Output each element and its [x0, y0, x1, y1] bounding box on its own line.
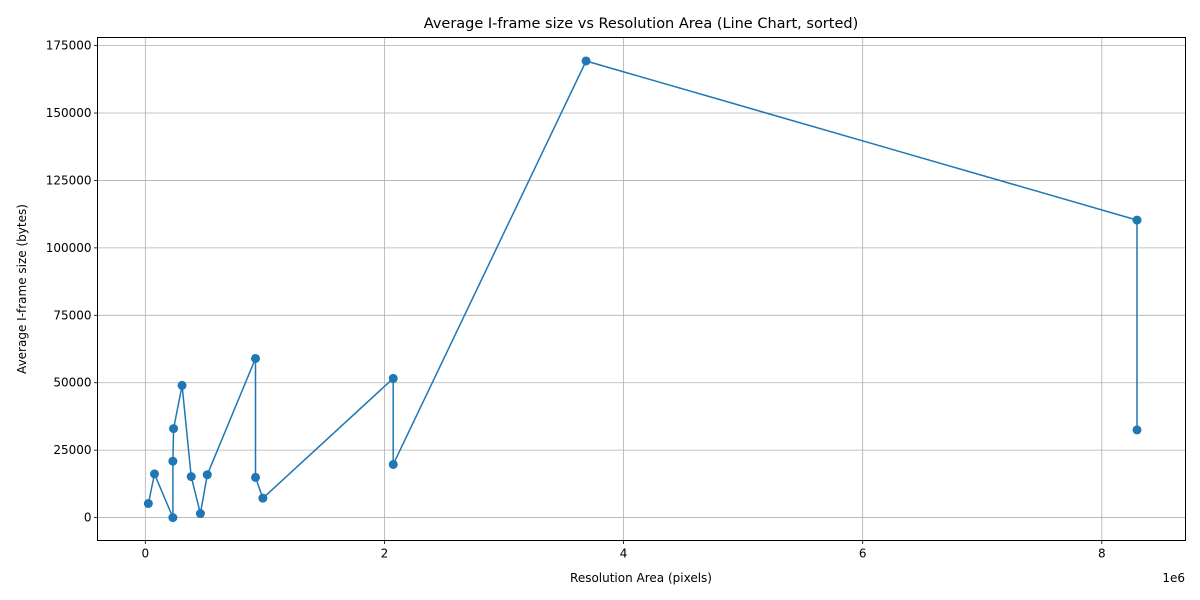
x-tick-label: 6	[859, 547, 867, 561]
data-point	[388, 373, 398, 383]
y-tick-label: 100000	[46, 241, 92, 255]
data-point	[258, 493, 268, 503]
data-point	[169, 424, 179, 434]
x-axis-label: Resolution Area (pixels)	[570, 571, 712, 585]
data-point	[388, 459, 398, 469]
x-tick-label: 0	[142, 547, 150, 561]
data-point	[168, 513, 178, 523]
data-point	[150, 469, 160, 479]
data-point	[177, 380, 187, 390]
data-point	[186, 472, 196, 482]
y-tick-label: 150000	[46, 106, 92, 120]
data-point	[143, 499, 153, 509]
plot-area-frame	[97, 37, 1186, 541]
data-point	[251, 353, 261, 363]
x-axis-offset-label: 1e6	[1162, 571, 1185, 585]
data-point	[195, 509, 205, 519]
data-series	[143, 56, 1142, 523]
data-point	[202, 470, 212, 480]
grid-lines	[97, 37, 1186, 541]
x-axis-ticks: 0 2 4 6 8	[142, 540, 1106, 561]
data-point	[1132, 425, 1142, 435]
x-tick-label: 8	[1098, 547, 1106, 561]
data-point	[251, 472, 261, 482]
data-point	[581, 56, 591, 66]
y-tick-label: 75000	[53, 308, 91, 322]
y-axis-ticks: 0 25000 50000 75000 100000 125000 150000 175000	[46, 39, 98, 525]
y-tick-label: 25000	[53, 443, 91, 457]
y-tick-label: 175000	[46, 39, 92, 53]
data-point	[1132, 215, 1142, 225]
y-axis-label: Average I-frame size (bytes)	[15, 204, 29, 374]
y-tick-label: 0	[84, 511, 92, 525]
chart-title: Average I-frame size vs Resolution Area …	[424, 16, 859, 32]
data-point	[168, 456, 178, 466]
y-tick-label: 50000	[53, 376, 91, 390]
x-tick-label: 4	[620, 547, 628, 561]
x-tick-label: 2	[381, 547, 389, 561]
y-tick-label: 125000	[46, 173, 92, 187]
